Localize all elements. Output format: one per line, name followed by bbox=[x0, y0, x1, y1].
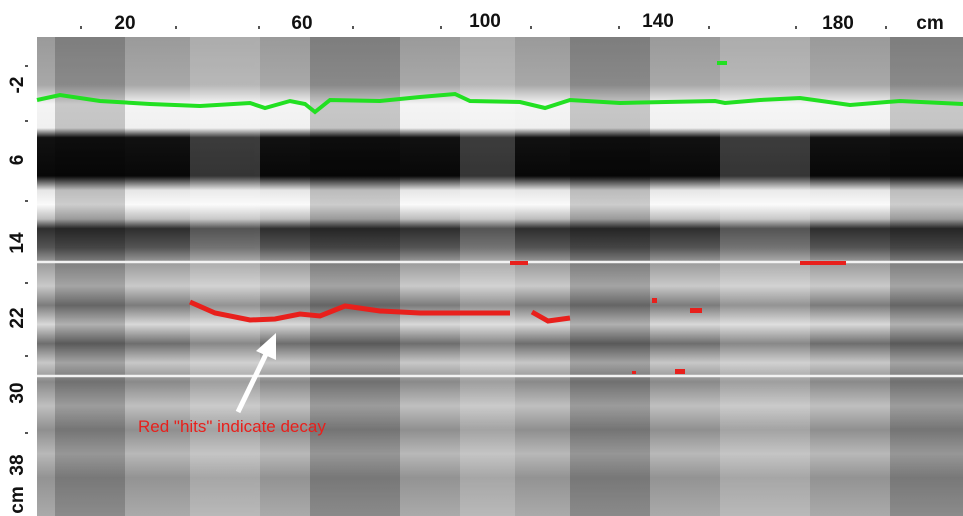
x-tick-label: 180 bbox=[822, 13, 854, 34]
y-unit: cm bbox=[7, 486, 28, 513]
y-tick-label: 30 bbox=[7, 382, 28, 403]
x-tick-label: 20 bbox=[114, 13, 135, 34]
y-tick-label: 6 bbox=[7, 155, 28, 166]
surface-hit bbox=[717, 61, 727, 65]
annotation: Red "hits" indicate decay bbox=[138, 417, 326, 436]
y-tick-label: 38 bbox=[7, 454, 28, 475]
y-tick-label: 22 bbox=[7, 307, 28, 328]
minor-ticks bbox=[25, 26, 887, 434]
y-tick-label: -2 bbox=[7, 77, 28, 94]
surface-line bbox=[36, 91, 963, 115]
x-unit: cm bbox=[916, 13, 943, 34]
y-axis: -2 6 14 22 30 38 cm bbox=[7, 77, 28, 514]
x-tick-label: 140 bbox=[642, 11, 674, 32]
x-tick-label: 100 bbox=[469, 11, 501, 32]
scan-columns bbox=[55, 37, 963, 516]
y-tick-label: 14 bbox=[7, 232, 28, 254]
arrow bbox=[235, 333, 276, 414]
x-axis: 20 60 100 140 180 cm bbox=[114, 11, 943, 34]
x-tick-label: 60 bbox=[291, 13, 312, 34]
decay-hits bbox=[510, 261, 846, 374]
decay-line bbox=[188, 299, 510, 323]
scan-image bbox=[37, 37, 963, 516]
decay-line bbox=[530, 309, 571, 324]
